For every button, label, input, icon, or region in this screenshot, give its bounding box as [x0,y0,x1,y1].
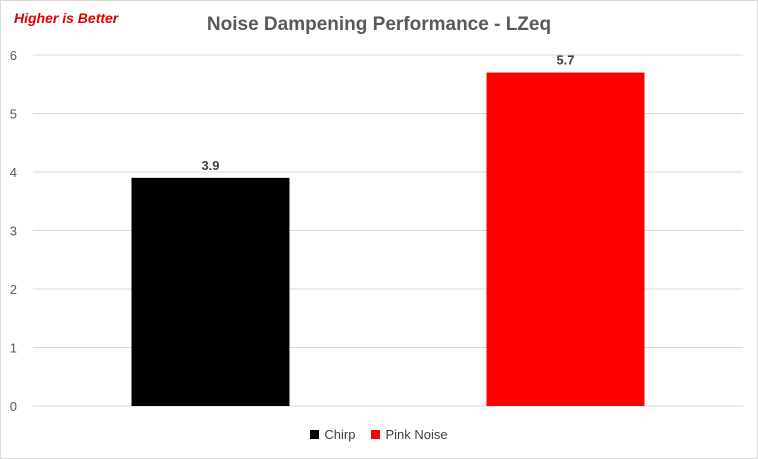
legend-label-pink-noise: Pink Noise [385,427,448,442]
bar-pink-noise [486,72,645,407]
chart-title: Noise Dampening Performance - LZeq [206,14,552,35]
legend-swatch-chirp [310,430,320,439]
data-labels: 3.9 5.7 [201,53,574,173]
y-tick-label-4: 4 [10,165,17,180]
y-tick-label-2: 2 [10,282,17,297]
y-tick-label-5: 5 [10,107,17,122]
legend: Chirp Pink Noise [0,427,758,442]
y-tick-label-6: 6 [10,48,17,63]
legend-label-chirp: Chirp [324,427,356,442]
data-label-chirp: 3.9 [201,158,219,173]
data-label-pink-noise: 5.7 [556,53,574,68]
y-tick-label-3: 3 [10,224,17,239]
y-axis-ticks: 0 1 2 3 4 5 6 [10,48,17,414]
legend-item-chirp: Chirp [310,427,355,442]
legend-swatch-pink-noise [371,430,381,439]
y-tick-label-0: 0 [10,399,17,414]
higher-is-better-note: Higher is Better [14,10,119,26]
legend-item-pink-noise: Pink Noise [371,427,448,442]
bar-chirp [131,177,290,406]
bars [131,72,645,407]
y-tick-label-1: 1 [10,341,17,356]
